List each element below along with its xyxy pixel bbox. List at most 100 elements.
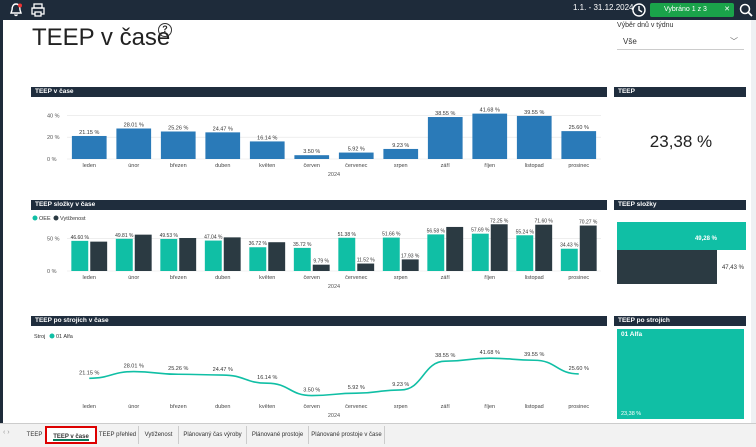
tab-planovane-prostoje[interactable]: Plánované prostoje (247, 426, 309, 444)
clock-icon[interactable] (631, 2, 647, 18)
util-block (617, 250, 717, 284)
x-tick-label: srpen (394, 404, 408, 410)
x-tick-label: červen (303, 275, 320, 281)
x-tick-label: duben (215, 404, 230, 410)
x-tick-label: únor (128, 275, 139, 281)
data-label: 28.01 % (124, 123, 144, 129)
tab-vytizenost[interactable]: Vytíženost (139, 426, 179, 444)
bar-oee (204, 240, 222, 271)
data-label-util: 17.93 % (401, 253, 420, 259)
teep-components-card: 49,28 % 47,43 % (617, 222, 746, 284)
tab-teep[interactable]: TEEP (24, 426, 46, 444)
bar (427, 117, 463, 159)
machine-value: 23,38 % (621, 411, 642, 417)
data-label: 21.15 % (79, 130, 99, 136)
machine-name: 01 Alfa (621, 331, 643, 338)
panel-header-teep-components-time: TEEP složky v čase (31, 200, 607, 210)
data-label-oee: 49.53 % (160, 233, 179, 239)
x-tick-label: listopad (525, 275, 544, 281)
legend-dot-oee (32, 215, 38, 221)
x-tick-label: květen (259, 404, 275, 410)
legend-dot-util (53, 215, 59, 221)
machine-treemap-tile[interactable] (617, 329, 744, 419)
bar-oee (338, 237, 356, 271)
x-tick-label: červenec (345, 163, 368, 169)
filter-close-icon[interactable]: ✕ (724, 6, 730, 13)
bar (294, 155, 330, 159)
x-tick-label: srpen (394, 163, 408, 169)
bar-oee (516, 235, 534, 271)
tab-teep-prehled[interactable]: TEEP přehled (97, 426, 139, 444)
bar (205, 132, 241, 159)
x-tick-label: květen (259, 275, 275, 281)
data-label-oee: 57.69 % (471, 228, 490, 234)
bar-oee (382, 237, 400, 271)
weekday-slicer[interactable]: Vše ﹀ (617, 34, 744, 50)
x-tick-label: únor (128, 404, 139, 410)
data-label: 3.50 % (303, 149, 320, 155)
data-label-util: 70.27 % (579, 220, 598, 226)
x-tick-label: prosinec (568, 275, 589, 281)
legend-dot-series (49, 333, 55, 339)
x-tick-label: červen (303, 404, 320, 410)
data-label-oee: 35.72 % (293, 242, 312, 248)
tab-planovane-prostoje-v-case[interactable]: Plánované prostoje v čase (309, 426, 385, 444)
tab-nav-arrows[interactable]: ‹ › (3, 429, 10, 436)
help-icon[interactable]: ? (158, 23, 172, 37)
y-tick-label: 0 % (47, 157, 57, 163)
bar-util (223, 237, 241, 271)
top-bar: 1.1. - 31.12.2024 Vybráno 1 z 3 ✕ (0, 0, 756, 20)
bar-oee (160, 238, 178, 271)
teep-components-bar-chart: OEE Vytíženost 0 % 50 % 46.60 % leden 49.81 % ú… (32, 215, 601, 290)
data-label: 5.92 % (348, 385, 365, 391)
panel-header-teep: TEEP (614, 87, 746, 97)
tab-teep-v-case[interactable]: TEEP v čase (45, 426, 97, 444)
x-tick-label: únor (128, 163, 139, 169)
search-icon[interactable] (738, 2, 754, 18)
x-tick-label: říjen (484, 275, 495, 281)
oee-block-label: 49,28 % (695, 236, 718, 242)
filter-chip[interactable]: Vybráno 1 z 3 ✕ (650, 3, 734, 17)
filter-chip-label: Vybráno 1 z 3 (664, 6, 707, 13)
x-tick-label: červenec (345, 404, 368, 410)
x-tick-label: březen (170, 275, 187, 281)
bar (338, 152, 374, 159)
bar (516, 115, 552, 159)
x-tick-label: leden (83, 163, 96, 169)
x-tick-label: březen (170, 404, 187, 410)
data-label-util: 72.25 % (490, 218, 509, 224)
data-label: 25.26 % (168, 125, 188, 131)
bar (383, 148, 419, 159)
teep-card-value: 23,38 % (649, 132, 713, 151)
x-tick-label: září (441, 275, 451, 281)
print-icon[interactable] (30, 2, 46, 18)
x-tick-label: září (441, 404, 451, 410)
bar-oee (471, 233, 489, 271)
bar-util (134, 234, 152, 271)
date-range: 1.1. - 31.12.2024 (573, 3, 634, 12)
tab-planovany-cas[interactable]: Plánovaný čas výroby (179, 426, 247, 444)
x-axis-title: 2024 (328, 172, 340, 178)
data-label: 24.47 % (213, 126, 233, 132)
bar-oee (560, 248, 578, 271)
bar-oee (249, 247, 267, 271)
notification-bell-icon[interactable] (8, 2, 24, 18)
data-label-oee: 51.66 % (382, 232, 401, 238)
legend-title: Stroj (34, 334, 45, 340)
data-label: 21.15 % (79, 370, 99, 376)
bar (249, 141, 285, 159)
data-label: 5.92 % (348, 147, 365, 153)
data-label-oee: 49.81 % (115, 233, 134, 239)
x-axis-title: 2024 (328, 284, 340, 290)
slicer-label: Výběr dnů v týdnu (617, 22, 674, 29)
chevron-down-icon[interactable]: ﹀ (730, 37, 738, 46)
data-label: 16.14 % (257, 375, 277, 381)
panel-header-teep-machines: TEEP po strojích (614, 316, 746, 326)
data-label-oee: 55.24 % (516, 229, 535, 235)
bar-util (579, 225, 597, 271)
data-label: 3.50 % (303, 388, 320, 394)
x-tick-label: červenec (345, 275, 368, 281)
data-label-oee: 56.58 % (427, 228, 446, 234)
bar-util (268, 242, 286, 271)
bar-util (312, 264, 330, 271)
